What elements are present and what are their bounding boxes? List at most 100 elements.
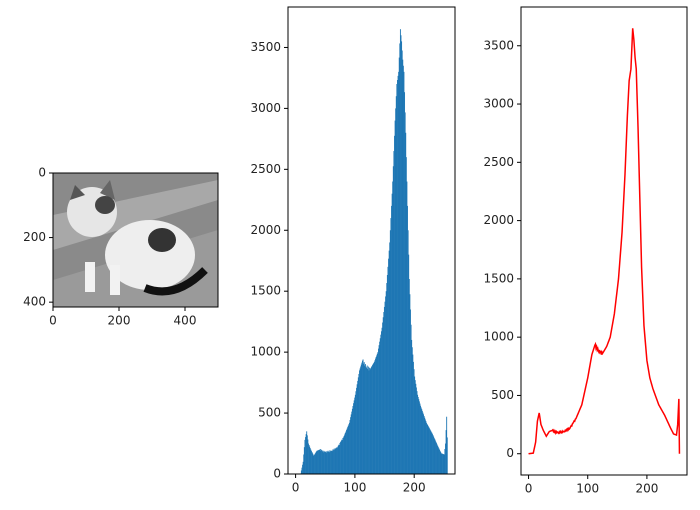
histogram-bar bbox=[413, 361, 414, 474]
histogram-bar bbox=[359, 368, 361, 474]
plot-area bbox=[296, 29, 448, 474]
histogram-bar bbox=[372, 363, 374, 474]
histogram-bar bbox=[397, 75, 399, 474]
histogram-bar bbox=[430, 431, 432, 474]
histogram-bar bbox=[348, 424, 350, 474]
histogram-bar bbox=[363, 362, 365, 474]
histogram-bar bbox=[334, 448, 336, 474]
histogram-bar bbox=[441, 453, 443, 474]
histogram-bar bbox=[394, 135, 395, 474]
histogram-bar bbox=[345, 431, 347, 474]
histogram-bar bbox=[385, 296, 387, 474]
histogram-bar bbox=[391, 205, 392, 474]
histogram-bar bbox=[429, 428, 430, 474]
histogram-bar bbox=[416, 391, 418, 474]
histogram-bar bbox=[364, 365, 366, 474]
histogram-bar bbox=[436, 443, 438, 474]
histogram-bar bbox=[328, 452, 330, 474]
histogram-bar bbox=[423, 415, 425, 474]
histogram-bar bbox=[381, 327, 383, 474]
histogram-bar bbox=[348, 422, 350, 474]
histogram-bar bbox=[431, 433, 433, 474]
axes-frame bbox=[52, 172, 219, 308]
histogram-bar bbox=[306, 435, 308, 474]
histogram-bar bbox=[411, 347, 413, 474]
histogram-bar bbox=[319, 449, 321, 474]
histogram-bar bbox=[357, 377, 359, 474]
y-tick-label: 0 bbox=[38, 166, 46, 180]
histogram-bar bbox=[446, 416, 448, 474]
histogram-bar bbox=[326, 451, 328, 474]
histogram-bar bbox=[347, 427, 349, 474]
histogram-bar bbox=[360, 364, 362, 474]
histogram-bar bbox=[375, 357, 377, 474]
y-tick-label: 2500 bbox=[250, 162, 281, 176]
histogram-bar bbox=[431, 432, 433, 474]
histogram-bar bbox=[342, 437, 344, 474]
histogram-bar bbox=[405, 132, 407, 474]
histogram-bar bbox=[310, 449, 312, 474]
histogram-bar bbox=[384, 301, 386, 474]
histogram-bar bbox=[373, 362, 375, 474]
y-tick-label: 1500 bbox=[483, 271, 514, 285]
histogram-bar bbox=[376, 353, 378, 474]
histogram-bar bbox=[374, 360, 376, 474]
y-tick-label: 1000 bbox=[483, 330, 514, 344]
histogram-bar bbox=[376, 355, 378, 474]
histogram-bar bbox=[307, 439, 309, 474]
histogram-bar bbox=[390, 218, 392, 474]
histogram-bar bbox=[371, 366, 373, 474]
histogram-bar bbox=[367, 368, 369, 474]
histogram-bar bbox=[340, 441, 342, 474]
histogram-bar bbox=[325, 452, 327, 474]
histogram-bar bbox=[325, 452, 327, 474]
histogram-bar bbox=[354, 397, 356, 474]
histogram-bar bbox=[430, 430, 432, 474]
histogram-bar bbox=[351, 408, 353, 474]
histogram-bar bbox=[367, 366, 369, 474]
histogram-bar bbox=[366, 367, 368, 474]
histogram-bar bbox=[324, 451, 326, 474]
histogram-bar bbox=[309, 448, 311, 474]
histogram-bar bbox=[415, 383, 417, 474]
histogram-bar bbox=[445, 443, 446, 474]
histogram-bar bbox=[350, 414, 352, 474]
histogram-bar bbox=[311, 450, 312, 474]
histogram-bar bbox=[399, 43, 401, 474]
histogram-bar bbox=[432, 435, 434, 474]
histogram-bar bbox=[302, 464, 304, 474]
histogram-bar bbox=[385, 291, 387, 474]
histogram-bar bbox=[434, 439, 436, 474]
histogram-bar bbox=[377, 352, 379, 474]
histogram-bar bbox=[323, 450, 325, 474]
x-tick-label: 0 bbox=[525, 482, 533, 496]
y-tick-label: 0 bbox=[273, 467, 281, 481]
histogram-bar bbox=[356, 384, 358, 474]
histogram-bar bbox=[425, 421, 427, 474]
histogram-bar bbox=[402, 65, 404, 474]
histogram-bar bbox=[312, 453, 314, 474]
histogram-bar bbox=[439, 449, 440, 474]
histogram-bar bbox=[380, 331, 382, 474]
histogram-bar bbox=[392, 181, 394, 474]
histogram-bar bbox=[414, 380, 416, 474]
histogram-bar bbox=[386, 274, 388, 474]
histogram-bar bbox=[427, 425, 429, 474]
cat-leg bbox=[110, 265, 120, 295]
histogram-bar bbox=[404, 92, 406, 474]
histogram-bar bbox=[410, 309, 411, 474]
histogram-bar bbox=[300, 470, 302, 474]
histogram-bar bbox=[362, 359, 364, 474]
histogram-bar bbox=[317, 450, 319, 474]
histogram-bar bbox=[308, 443, 309, 474]
histogram-bar bbox=[313, 455, 315, 474]
histogram-bar bbox=[398, 57, 400, 474]
histogram-bar bbox=[304, 439, 306, 474]
histogram-bar bbox=[395, 96, 397, 474]
histogram-bar bbox=[399, 29, 401, 474]
histogram-bar bbox=[428, 427, 430, 474]
histogram-bar bbox=[347, 425, 349, 474]
histogram-bar bbox=[327, 452, 328, 474]
cat-ear bbox=[100, 180, 115, 200]
histogram-bar bbox=[344, 434, 346, 474]
